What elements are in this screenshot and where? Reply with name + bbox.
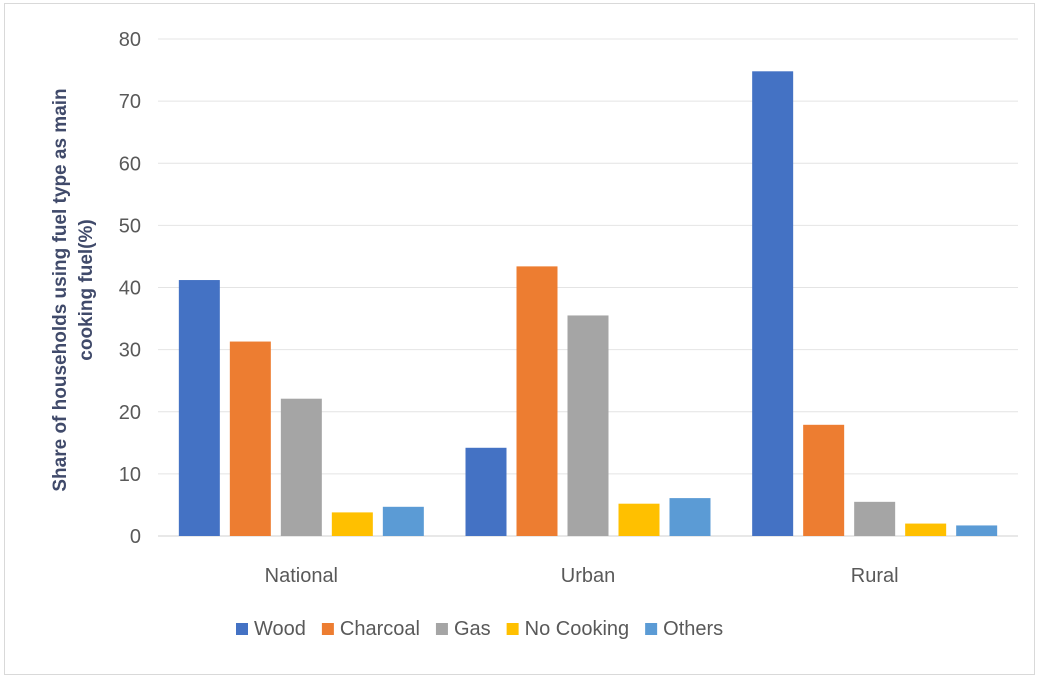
legend-swatch [236,623,248,635]
bar-no-cooking-urban [618,503,660,536]
y-tick-label: 80 [119,29,141,51]
legend-swatch [321,623,334,635]
legend-swatch [506,623,519,635]
bar-others-urban [669,498,711,536]
y-axis-label: Share of households using fuel type as m… [50,88,97,491]
bar-wood-national [178,280,220,536]
bar-charcoal-urban [516,266,558,536]
bar-charcoal-rural [803,424,845,536]
y-tick-label: 20 [119,402,141,424]
bar-charcoal-national [229,341,271,536]
legend-label: Gas [454,618,491,640]
bar-others-national [382,506,424,536]
y-tick-label: 40 [119,278,141,300]
x-axis-categories: National Urban Rural [265,565,899,587]
legend: Wood Charcoal Gas No Cooking Others [236,618,723,640]
y-tick-label: 10 [119,464,141,486]
y-tick-label: 50 [119,215,141,237]
y-tick-label: 70 [119,91,141,113]
bars [178,71,998,537]
bar-no-cooking-rural [905,523,947,536]
legend-swatch [645,623,658,635]
bar-gas-urban [567,315,609,536]
y-tick-label: 60 [119,153,141,175]
bar-no-cooking-national [331,512,373,536]
bar-wood-urban [465,447,507,536]
bar-gas-rural [854,501,896,536]
legend-swatch [435,623,448,635]
x-category-label: National [265,565,338,587]
bar-wood-rural [752,71,794,537]
x-category-label: Urban [561,565,615,587]
x-category-label: Rural [851,565,899,587]
bar-others-rural [956,525,998,536]
legend-label: Charcoal [340,618,420,640]
y-axis-ticks: 0 10 20 30 40 50 60 70 80 [119,29,141,548]
legend-label: No Cooking [525,618,630,640]
y-axis-label-line: cooking fuel(%) [76,219,97,360]
y-tick-label: 30 [119,340,141,362]
legend-label: Others [663,618,723,640]
bar-gas-national [280,398,322,536]
y-axis-label-line: Share of households using fuel type as m… [50,88,71,491]
y-tick-label: 0 [130,526,141,548]
legend-label: Wood [254,618,306,640]
